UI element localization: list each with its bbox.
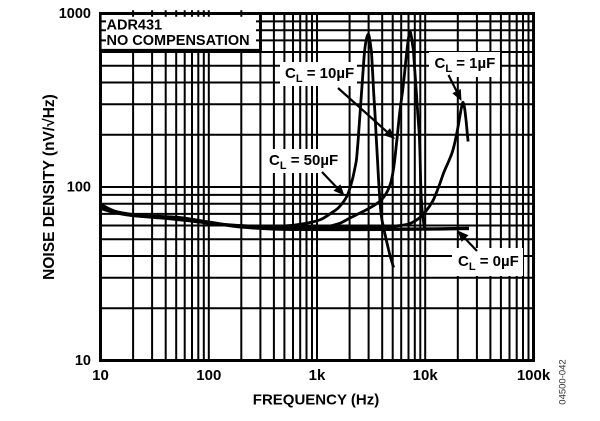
svg-text:ADR431: ADR431 bbox=[107, 18, 163, 34]
svg-text:1000: 1000 bbox=[59, 6, 91, 22]
svg-text:100: 100 bbox=[196, 367, 221, 384]
svg-text:CL = 10µF: CL = 10µF bbox=[285, 65, 354, 85]
svg-text:100k: 100k bbox=[517, 367, 551, 384]
svg-text:10k: 10k bbox=[413, 367, 439, 384]
svg-text:1k: 1k bbox=[309, 367, 326, 384]
svg-text:NOISE DENSITY (nV/√Hz): NOISE DENSITY (nV/√Hz) bbox=[41, 94, 58, 280]
svg-text:100: 100 bbox=[67, 180, 91, 196]
svg-text:10: 10 bbox=[75, 353, 91, 369]
svg-text:FREQUENCY (Hz): FREQUENCY (Hz) bbox=[253, 392, 379, 409]
svg-text:04500-042: 04500-042 bbox=[558, 359, 569, 404]
svg-text:10: 10 bbox=[92, 367, 109, 384]
svg-text:CL = 50µF: CL = 50µF bbox=[269, 152, 338, 172]
svg-text:NO COMPENSATION: NO COMPENSATION bbox=[107, 33, 250, 49]
